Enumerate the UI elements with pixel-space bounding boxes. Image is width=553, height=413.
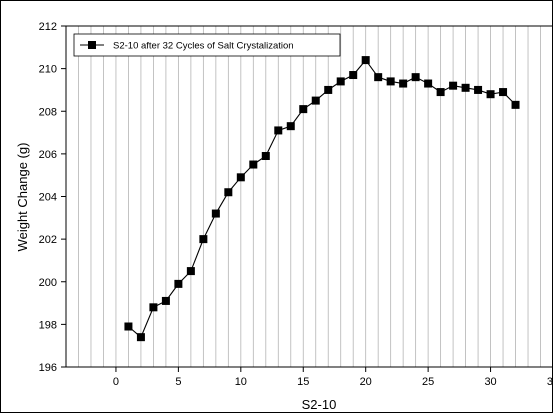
- x-axis-label: S2-10: [302, 397, 337, 412]
- grid-lines: [78, 26, 541, 367]
- data-point: [224, 188, 233, 197]
- x-tick-label: 10: [235, 376, 247, 388]
- x-tick-label: 35: [547, 376, 553, 388]
- data-point: [374, 73, 383, 82]
- data-point: [399, 79, 408, 88]
- y-axis-label: Weight Change (g): [15, 143, 30, 252]
- data-point: [424, 79, 433, 88]
- y-tick-label: 208: [39, 106, 57, 118]
- data-point: [349, 71, 358, 80]
- data-point: [449, 81, 458, 90]
- data-point: [486, 90, 495, 99]
- y-tick-label: 202: [39, 234, 57, 246]
- x-tick-label: 15: [297, 376, 309, 388]
- axes: 196 198 200 202 204 206 208 210 212 0 5 10 15 20 25 30 3…: [39, 21, 553, 388]
- y-tick-label: 210: [39, 64, 57, 76]
- x-tick-label: 30: [484, 376, 496, 388]
- legend-marker: [88, 41, 96, 49]
- legend-label: S2-10 after 32 Cycles of Salt Crystaliza…: [113, 41, 294, 52]
- data-point: [124, 322, 133, 331]
- y-tick-label: 196: [39, 362, 57, 374]
- data-point: [474, 85, 483, 94]
- data-point: [286, 122, 295, 131]
- x-tick-label: 20: [360, 376, 372, 388]
- data-point: [211, 209, 220, 218]
- data-point: [461, 83, 470, 92]
- data-point: [411, 73, 420, 82]
- data-point: [249, 160, 258, 169]
- data-point: [311, 96, 320, 105]
- legend: S2-10 after 32 Cycles of Salt Crystaliza…: [73, 33, 341, 57]
- x-tick-label: 25: [422, 376, 434, 388]
- data-point: [324, 85, 333, 94]
- data-point: [361, 56, 370, 65]
- x-tick-label: 5: [175, 376, 181, 388]
- x-tick-label: 0: [113, 376, 119, 388]
- data-point: [511, 100, 520, 109]
- legend-box: [73, 33, 341, 57]
- data-point: [149, 303, 158, 312]
- data-point: [186, 267, 195, 276]
- y-tick-label: 200: [39, 277, 57, 289]
- data-point: [174, 279, 183, 288]
- data-point: [261, 152, 270, 161]
- data-point: [386, 77, 395, 86]
- data-point: [236, 173, 245, 182]
- data-point: [161, 296, 170, 305]
- data-point: [136, 333, 145, 342]
- series: [124, 56, 520, 342]
- data-point: [299, 105, 308, 114]
- y-tick-label: 198: [39, 319, 57, 331]
- series-line: [128, 59, 516, 339]
- y-tick-label: 212: [39, 21, 57, 33]
- y-tick-label: 204: [39, 192, 57, 204]
- data-point: [499, 88, 508, 97]
- data-point: [199, 235, 208, 244]
- data-point: [336, 77, 345, 86]
- data-point: [274, 126, 283, 135]
- y-tick-label: 206: [39, 149, 57, 161]
- data-point: [436, 88, 445, 97]
